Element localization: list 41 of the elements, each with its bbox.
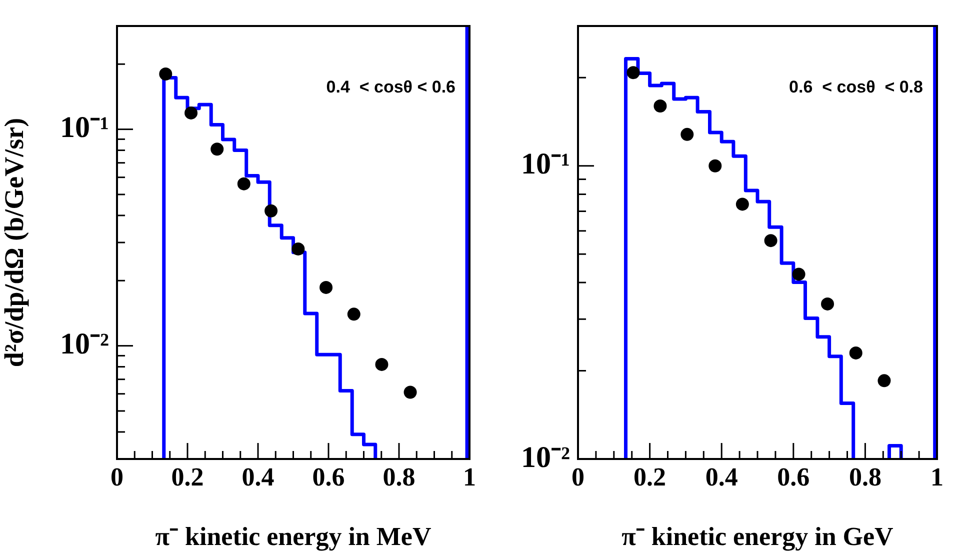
- annotation: 0.4 < cosθ < 0.6: [326, 78, 456, 97]
- x-tick-label: 1: [930, 462, 944, 492]
- point: [264, 204, 278, 218]
- x-axis-title: π⁻ kinetic energy in GeV: [622, 522, 894, 552]
- point: [764, 234, 778, 248]
- x-tick-label: 0.8: [382, 462, 416, 492]
- y-tick-label: 10⁻¹: [60, 111, 109, 144]
- x-tick-label: 0.4: [705, 462, 738, 492]
- point: [821, 297, 834, 310]
- point: [210, 142, 224, 156]
- point: [708, 159, 722, 172]
- x-tick-label: 0: [110, 462, 124, 492]
- point: [375, 358, 388, 371]
- point: [237, 177, 250, 190]
- x-tick-label: 0: [572, 462, 584, 492]
- x-tick-label: 0.2: [634, 462, 666, 492]
- point: [292, 242, 305, 256]
- point: [878, 374, 891, 388]
- annotation: 0.6 < cosθ < 0.8: [789, 78, 923, 97]
- point: [159, 68, 172, 81]
- point: [792, 268, 806, 281]
- x-axis-title: π⁻ kinetic energy in MeV: [155, 522, 432, 552]
- point: [347, 308, 360, 321]
- x-tick-label: 0.6: [312, 462, 345, 492]
- point: [626, 66, 640, 80]
- x-tick-label: 0.2: [171, 462, 204, 492]
- point: [404, 386, 417, 399]
- y-tick-label: 10⁻¹: [521, 148, 570, 181]
- x-tick-label: 0.8: [848, 462, 882, 492]
- y-axis-title: d²σ/dp/dΩ (b/GeV/sr): [0, 118, 30, 368]
- point: [654, 100, 667, 113]
- y-tick-label: 10⁻²: [521, 440, 570, 474]
- x-tick-label: 0.6: [777, 462, 810, 492]
- point: [184, 106, 198, 120]
- point: [320, 280, 333, 294]
- x-tick-label: 1: [463, 462, 476, 492]
- point: [736, 198, 749, 211]
- y-tick-label: 10⁻²: [60, 328, 109, 361]
- x-tick-label: 0.4: [242, 462, 274, 492]
- point: [849, 346, 862, 360]
- point: [680, 128, 694, 141]
